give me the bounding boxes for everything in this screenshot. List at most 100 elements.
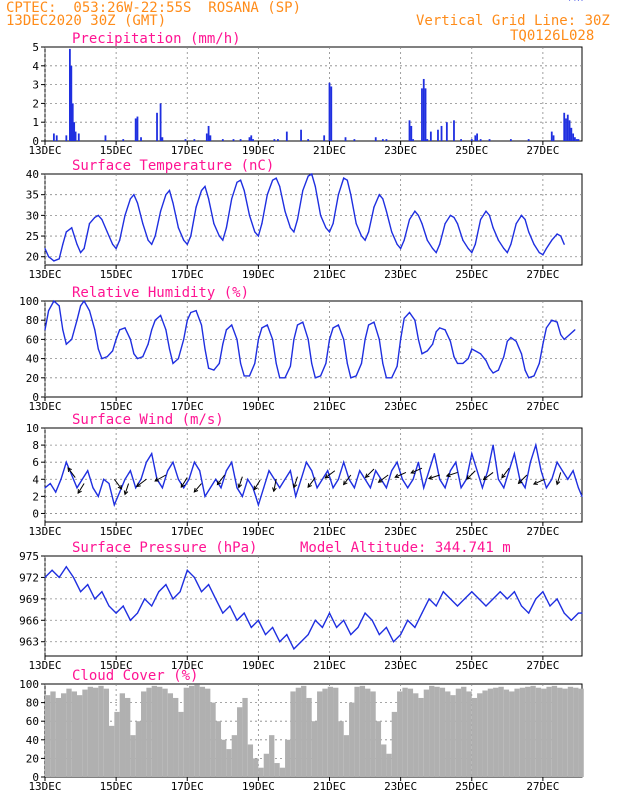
cloud-bar xyxy=(135,721,142,777)
series-point xyxy=(478,598,480,600)
series-point xyxy=(307,338,309,340)
series-point xyxy=(264,633,267,636)
series-point xyxy=(417,461,420,463)
series-point xyxy=(560,334,562,336)
series-point xyxy=(190,235,192,237)
x-tick-label: 17DEC xyxy=(171,525,204,538)
precip-bar xyxy=(424,88,427,141)
series-point xyxy=(488,367,491,369)
series-point xyxy=(401,478,404,480)
series-point xyxy=(81,478,83,480)
series-point xyxy=(236,338,238,340)
cloud-bar xyxy=(194,684,200,777)
precip-bar xyxy=(68,48,71,141)
y-tick-label: 1 xyxy=(32,116,39,129)
series-point xyxy=(545,247,548,250)
series-point xyxy=(348,478,350,480)
precip-bar xyxy=(205,133,208,141)
series-point xyxy=(551,478,553,480)
series-line xyxy=(44,172,565,262)
series-point xyxy=(442,591,444,593)
precip-bar xyxy=(474,135,477,141)
series-point xyxy=(540,470,542,472)
panel-title: Precipitation (mm/h) xyxy=(72,31,241,47)
precip-bar xyxy=(422,78,425,141)
cloud-bar xyxy=(519,687,526,777)
precip-bar xyxy=(328,82,331,141)
precip-bar xyxy=(563,112,566,141)
series-point xyxy=(545,487,548,489)
series-point xyxy=(213,223,215,225)
series-point xyxy=(453,216,455,219)
precip-bar xyxy=(460,139,462,141)
series-point xyxy=(462,239,464,241)
series-point xyxy=(568,0,571,1)
series-point xyxy=(108,605,110,607)
panel-title: Relative Humidity (%) xyxy=(72,285,249,301)
panel-title: Surface Wind (m/s) xyxy=(72,412,224,428)
wind-arrow-shaft xyxy=(124,483,130,495)
cloud-bar xyxy=(87,686,94,777)
series-point xyxy=(314,185,316,188)
series-point xyxy=(520,353,523,355)
series-point xyxy=(300,478,302,480)
series-point xyxy=(44,487,46,489)
y-tick-label: 2 xyxy=(32,97,39,110)
wind-arrow-shaft xyxy=(556,472,562,485)
series-point xyxy=(62,329,64,331)
x-tick-label: 17DEC xyxy=(171,268,204,281)
wind-arrow-shaft xyxy=(180,477,188,488)
cloud-bar xyxy=(343,735,350,777)
precip-bar xyxy=(140,137,142,141)
wind-arrow-shaft xyxy=(324,470,336,479)
series-point xyxy=(71,227,73,229)
wind-arrow-shaft xyxy=(410,467,423,474)
series-point xyxy=(467,358,469,360)
series-point xyxy=(83,247,85,250)
cloud-bar xyxy=(183,687,190,777)
wind-arrow-shaft xyxy=(238,476,243,488)
x-tick-label: 19DEC xyxy=(242,144,275,157)
series-point xyxy=(343,177,345,179)
y-tick-label: 20 xyxy=(26,752,39,765)
y-tick-label: 80 xyxy=(26,314,39,327)
series-point xyxy=(408,218,411,221)
series-point xyxy=(97,214,99,216)
series-point xyxy=(520,605,523,607)
cloud-bar xyxy=(535,687,542,777)
cloud-bar xyxy=(455,688,462,777)
wind-arrow-head xyxy=(517,479,523,485)
cloud-bar xyxy=(162,688,168,777)
series-point xyxy=(140,478,142,480)
series-point xyxy=(467,247,469,250)
cloud-bar xyxy=(477,693,483,777)
wind-arrow-shaft xyxy=(533,478,545,485)
y-tick-label: 4 xyxy=(32,60,39,73)
cloud-bar xyxy=(274,763,280,777)
series-point xyxy=(305,461,307,463)
series-point xyxy=(279,641,281,643)
wind-arrow-head xyxy=(324,474,330,479)
cloud-bar xyxy=(205,688,211,777)
cloud-bar xyxy=(141,691,147,777)
series-point xyxy=(236,487,238,489)
panel-title: Cloud Cover (%) xyxy=(72,668,198,684)
x-tick-label: 13DEC xyxy=(28,144,61,157)
x-tick-label: 21DEC xyxy=(313,780,346,793)
series-point xyxy=(497,239,500,241)
cloud-bar xyxy=(487,688,494,777)
panel-frame xyxy=(44,46,583,142)
series-point xyxy=(296,218,299,221)
x-tick-label: 23DEC xyxy=(384,268,417,281)
y-tick-label: 20 xyxy=(26,251,39,264)
series-point xyxy=(328,231,331,233)
cloud-bar xyxy=(562,688,568,777)
series-point xyxy=(556,598,558,600)
x-tick-label: 23DEC xyxy=(384,400,417,413)
x-tick-label: 15DEC xyxy=(100,268,133,281)
series-point xyxy=(207,367,210,369)
wind-arrow-shaft xyxy=(428,474,440,480)
series-point xyxy=(284,377,286,379)
series-point xyxy=(142,223,144,225)
series-point xyxy=(428,470,430,472)
